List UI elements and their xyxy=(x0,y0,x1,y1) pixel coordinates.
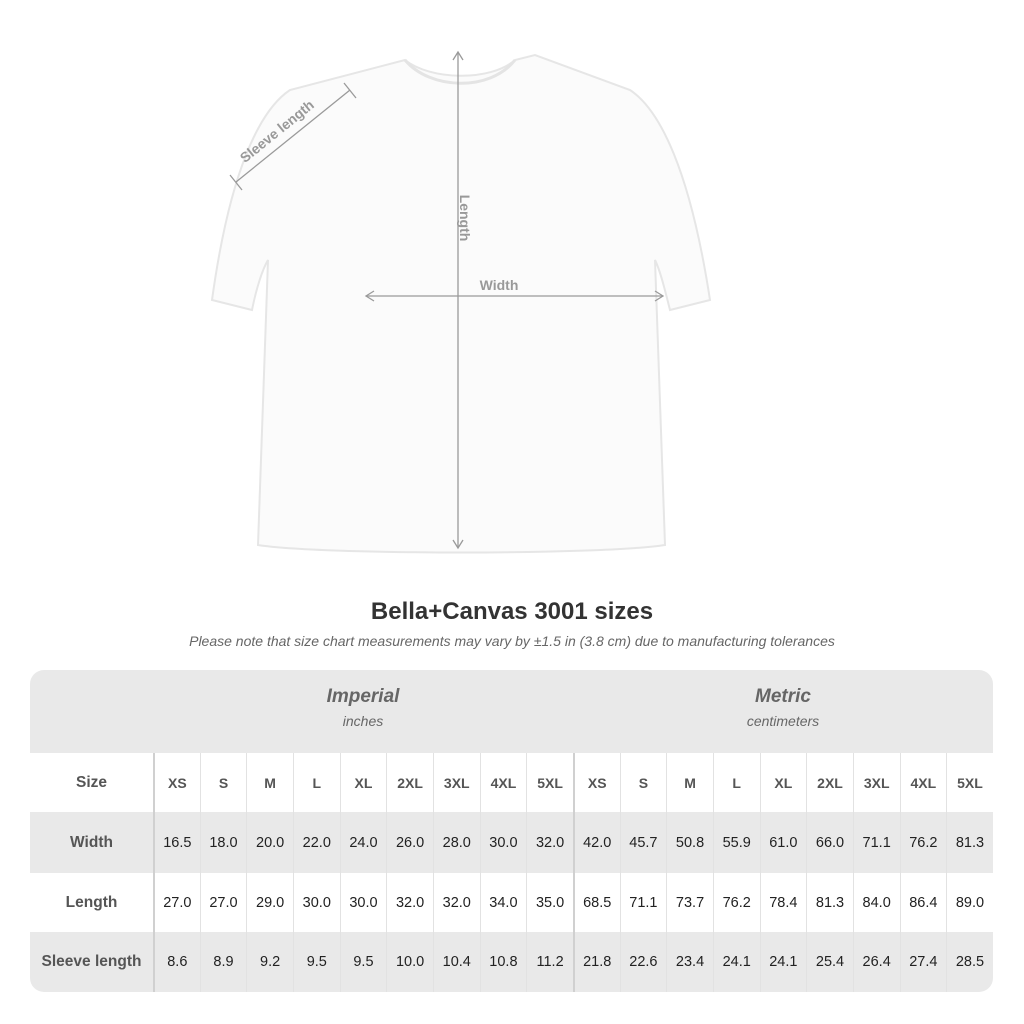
value-cell: 50.8 xyxy=(666,812,713,873)
table-row: Length 27.0 27.0 29.0 30.0 30.0 32.0 32.0 34.0 35… xyxy=(30,873,993,932)
size-header-cell: 3XL xyxy=(852,753,900,812)
value-cell: 26.0 xyxy=(386,812,433,873)
value-cell: 68.5 xyxy=(572,873,620,932)
value-cell: 8.6 xyxy=(153,932,200,992)
metric-group: Metric centimeters xyxy=(573,670,993,753)
value-cell: 27.0 xyxy=(153,873,200,932)
value-cell: 45.7 xyxy=(619,812,667,873)
size-header-cell: 4XL xyxy=(479,753,527,812)
size-header-cell: XS xyxy=(153,753,200,812)
value-cell: 22.6 xyxy=(619,932,667,992)
value-cell: 21.8 xyxy=(572,932,620,992)
value-cell: 30.0 xyxy=(479,812,527,873)
value-cell: 22.0 xyxy=(292,812,340,873)
value-cell: 9.2 xyxy=(246,932,293,992)
value-cell: 76.2 xyxy=(899,812,947,873)
value-cell: 66.0 xyxy=(806,812,853,873)
metric-title: Metric xyxy=(755,686,811,707)
value-cell: 32.0 xyxy=(432,873,480,932)
size-header-cell: S xyxy=(199,753,247,812)
value-cell: 16.5 xyxy=(153,812,200,873)
tshirt-diagram: Length Width Sleeve length xyxy=(210,50,712,554)
value-cell: 73.7 xyxy=(666,873,713,932)
length-label: Length xyxy=(457,195,473,242)
imperial-title: Imperial xyxy=(326,686,400,707)
size-header-cell: 2XL xyxy=(806,753,853,812)
size-header-cell: L xyxy=(712,753,760,812)
value-cell: 34.0 xyxy=(479,873,527,932)
size-header-cell: M xyxy=(666,753,713,812)
chart-title: Bella+Canvas 3001 sizes xyxy=(370,598,654,625)
row-label: Length xyxy=(65,893,118,911)
value-cell: 27.4 xyxy=(899,932,947,992)
value-cell: 11.2 xyxy=(526,932,573,992)
value-cell: 71.1 xyxy=(619,873,667,932)
value-cell: 71.1 xyxy=(852,812,900,873)
size-header-cell: XL xyxy=(759,753,807,812)
table-row: Width 16.5 18.0 20.0 22.0 24.0 26.0 28.0 30.0 32.… xyxy=(30,812,993,873)
size-header-cell: 3XL xyxy=(432,753,480,812)
size-header-cell: M xyxy=(246,753,293,812)
value-cell: 27.0 xyxy=(199,873,247,932)
imperial-unit: inches xyxy=(342,713,384,729)
size-header-cell: 5XL xyxy=(946,753,993,812)
imperial-group: Imperial inches xyxy=(153,670,573,753)
metric-unit: centimeters xyxy=(746,713,820,729)
measure-lines xyxy=(229,50,665,550)
value-cell: 35.0 xyxy=(526,873,573,932)
value-cell: 30.0 xyxy=(339,873,387,932)
value-cell: 24.0 xyxy=(339,812,387,873)
value-cell: 10.0 xyxy=(386,932,433,992)
value-cell: 32.0 xyxy=(526,812,573,873)
size-header-cell: L xyxy=(292,753,340,812)
value-cell: 8.9 xyxy=(199,932,247,992)
value-cell: 76.2 xyxy=(712,873,760,932)
table-row: Sleeve length 8.6 8.9 9.2 9.5 9.5 10.0 10.4 10.8… xyxy=(30,932,993,992)
value-cell: 9.5 xyxy=(292,932,340,992)
value-cell: 10.4 xyxy=(432,932,480,992)
value-cell: 23.4 xyxy=(666,932,713,992)
value-cell: 28.5 xyxy=(946,932,993,992)
value-cell: 32.0 xyxy=(386,873,433,932)
size-header-cell: 4XL xyxy=(899,753,947,812)
size-header-cell: XS xyxy=(572,753,620,812)
row-label: Width xyxy=(70,833,113,851)
value-cell: 81.3 xyxy=(806,873,853,932)
size-header-row: Size XS S M L XL 2XL 3XL 4XL 5XL XS S M L XL 2XL 3XL 4XL… xyxy=(30,753,993,812)
size-header-cell: XL xyxy=(339,753,387,812)
row-label: Sleeve length xyxy=(41,953,142,970)
size-header-cell: 2XL xyxy=(386,753,433,812)
size-label: Size xyxy=(75,773,107,791)
value-cell: 10.8 xyxy=(479,932,527,992)
value-cell: 9.5 xyxy=(339,932,387,992)
value-cell: 24.1 xyxy=(759,932,807,992)
width-label: Width xyxy=(480,277,519,293)
size-header-cell: S xyxy=(619,753,667,812)
value-cell: 24.1 xyxy=(712,932,760,992)
value-cell: 89.0 xyxy=(946,873,993,932)
value-cell: 20.0 xyxy=(246,812,293,873)
value-cell: 29.0 xyxy=(246,873,293,932)
value-cell: 28.0 xyxy=(432,812,480,873)
value-cell: 86.4 xyxy=(899,873,947,932)
tshirt-image xyxy=(210,53,712,554)
value-cell: 26.4 xyxy=(852,932,900,992)
size-header-cell: 5XL xyxy=(526,753,573,812)
value-cell: 81.3 xyxy=(946,812,993,873)
value-cell: 42.0 xyxy=(572,812,620,873)
value-cell: 61.0 xyxy=(759,812,807,873)
value-cell: 25.4 xyxy=(806,932,853,992)
value-cell: 18.0 xyxy=(199,812,247,873)
tolerance-note: Please note that size chart measurements… xyxy=(189,633,835,649)
value-cell: 78.4 xyxy=(759,873,807,932)
value-cell: 84.0 xyxy=(852,873,900,932)
value-cell: 30.0 xyxy=(292,873,340,932)
value-cell: 55.9 xyxy=(712,812,760,873)
size-table: Imperial inches Metric centimeters Size … xyxy=(30,670,993,992)
